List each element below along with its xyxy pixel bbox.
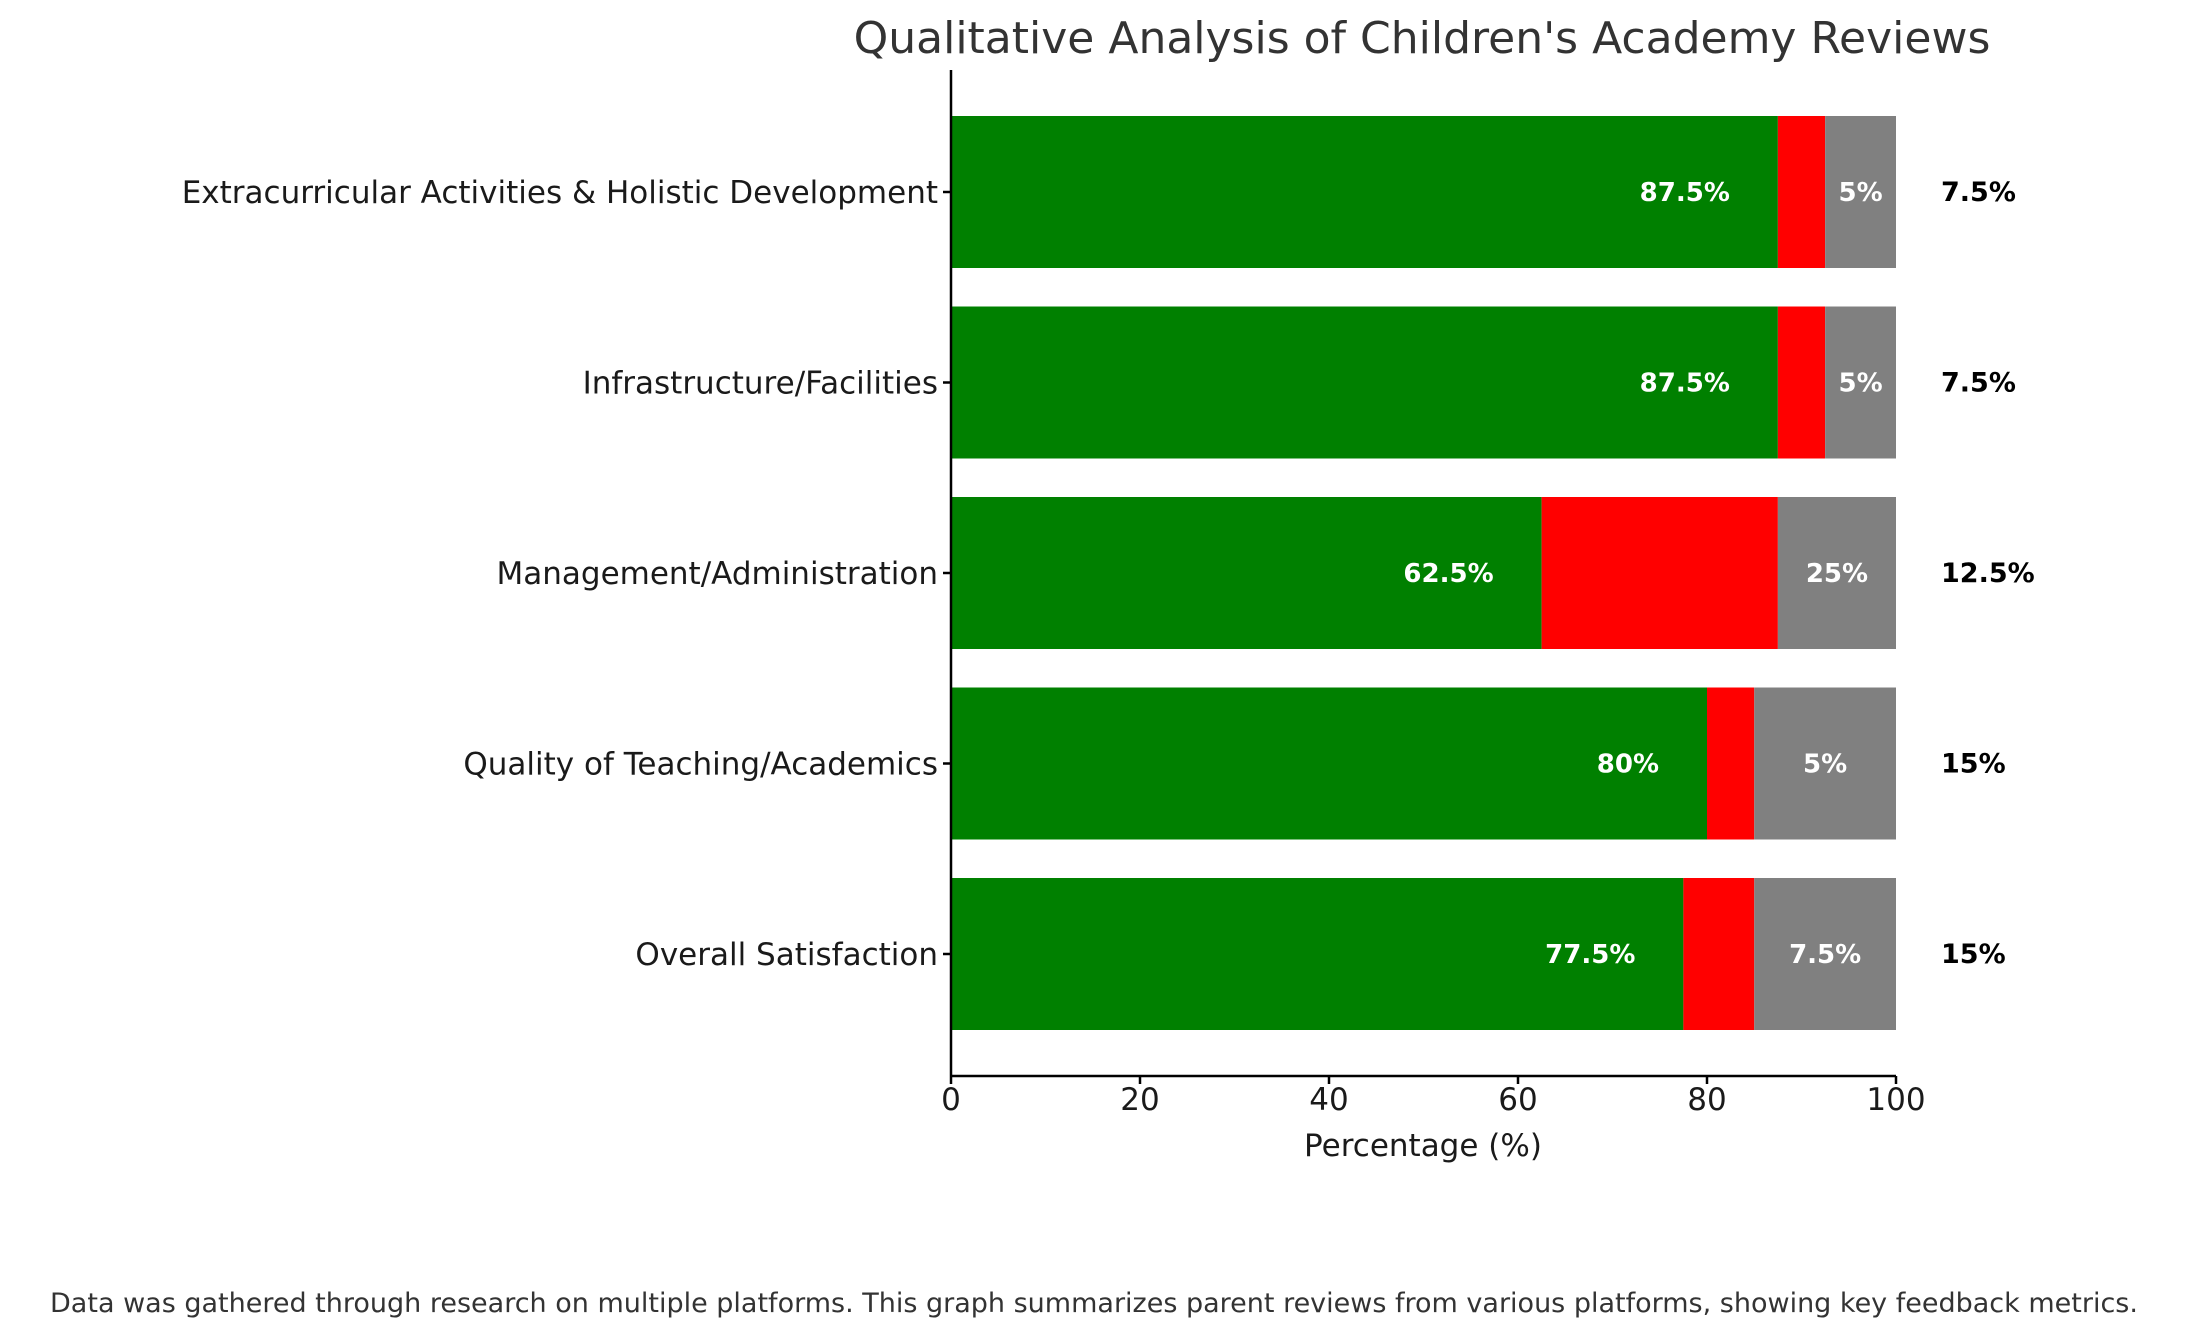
x-tick-label: 40 — [1309, 1082, 1348, 1118]
x-tick-label: 60 — [1498, 1082, 1537, 1118]
bar-segment — [951, 878, 1684, 1030]
data-label: 87.5% — [1640, 178, 1730, 208]
x-tick-label: 0 — [941, 1082, 961, 1118]
bar-segment — [1777, 306, 1826, 459]
bar-segment — [1541, 497, 1778, 649]
x-axis-label: Percentage (%) — [1304, 1128, 1542, 1164]
data-label: 5% — [1838, 178, 1882, 208]
data-label: 5% — [1838, 369, 1882, 399]
data-label-outside: 15% — [1941, 939, 2006, 970]
x-tick-label: 80 — [1687, 1082, 1726, 1118]
data-label: 25% — [1806, 559, 1868, 589]
bars — [951, 116, 1896, 1030]
data-label-outside: 15% — [1941, 749, 2006, 780]
chart-title: Qualitative Analysis of Children's Acade… — [854, 13, 1991, 64]
bar-segment — [951, 687, 1707, 840]
y-tick-label: Infrastructure/Facilities — [583, 366, 938, 402]
bar-segment — [1825, 116, 1896, 268]
bar-segment — [951, 306, 1778, 459]
bar-segment — [1707, 687, 1755, 840]
bar-segment — [1754, 687, 1896, 840]
bar-segment — [1754, 878, 1896, 1030]
bar-segment — [951, 116, 1778, 268]
bar-segment — [1777, 497, 1896, 649]
x-tick-label: 20 — [1120, 1082, 1159, 1118]
bar-segment — [951, 497, 1542, 649]
data-label: 7.5% — [1789, 940, 1861, 970]
data-label: 87.5% — [1640, 369, 1730, 399]
data-label: 5% — [1803, 750, 1847, 780]
y-tick-label: Quality of Teaching/Academics — [463, 747, 938, 783]
bar-segment — [1825, 306, 1896, 459]
data-label-outside: 7.5% — [1941, 177, 2016, 208]
data-label: 62.5% — [1403, 559, 1493, 589]
y-ticks: Extracurricular Activities & Holistic De… — [182, 175, 951, 973]
bar-segment — [1777, 116, 1826, 268]
y-tick-label: Management/Administration — [497, 556, 939, 592]
footnote: Data was gathered through research on mu… — [50, 1288, 2138, 1319]
data-label-outside: 7.5% — [1941, 368, 2016, 399]
data-label: 80% — [1597, 750, 1659, 780]
bar-labels: 87.5% 5% 7.5% 87.5% 5% 7.5% 62.5% 25% 12.5% 80% 5%… — [1403, 177, 2034, 970]
data-label: 77.5% — [1545, 940, 1635, 970]
data-label-outside: 12.5% — [1941, 558, 2035, 589]
x-ticks: 0 20 40 60 80 100 — [941, 1076, 1926, 1118]
bar-segment — [1683, 878, 1755, 1030]
x-tick-label: 100 — [1866, 1082, 1925, 1118]
y-tick-label: Overall Satisfaction — [635, 937, 938, 973]
y-tick-label: Extracurricular Activities & Holistic De… — [182, 175, 938, 211]
